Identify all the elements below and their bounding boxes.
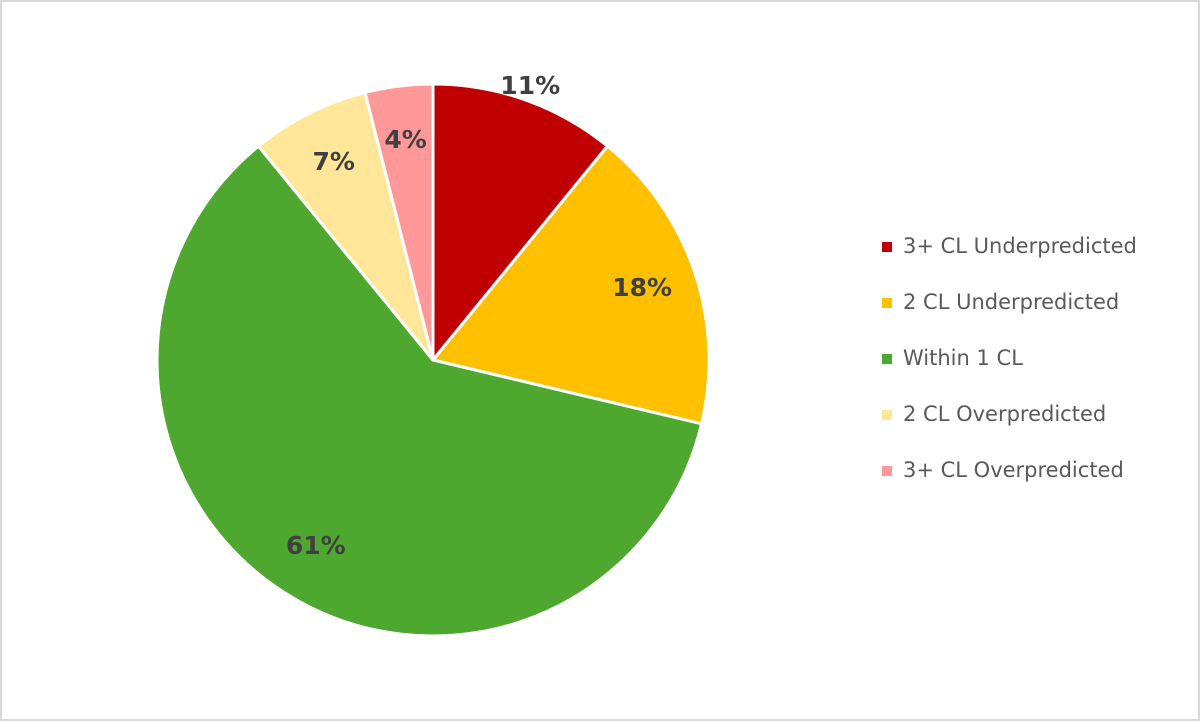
legend-label: 3+ CL Underpredicted [903, 234, 1137, 258]
data-label: 4% [384, 125, 426, 154]
legend-label: Within 1 CL [903, 346, 1023, 370]
data-label: 18% [612, 273, 672, 302]
data-label: 61% [286, 531, 346, 560]
legend-label: 2 CL Underpredicted [903, 290, 1119, 314]
pie-slice [363, 82, 435, 361]
legend-marker [882, 354, 892, 364]
data-label: 7% [312, 147, 354, 176]
pie-slice [256, 90, 435, 361]
legend-label: 2 CL Overpredicted [903, 402, 1106, 426]
pie-slice [155, 144, 704, 638]
legend-marker [882, 410, 892, 420]
legend-marker [882, 298, 892, 308]
data-label: 11% [500, 71, 560, 100]
legend-marker [882, 466, 892, 476]
pie-slice [430, 144, 711, 426]
legend-label: 3+ CL Overpredicted [903, 458, 1124, 482]
pie-slice [431, 82, 610, 365]
legend-marker [882, 242, 892, 252]
